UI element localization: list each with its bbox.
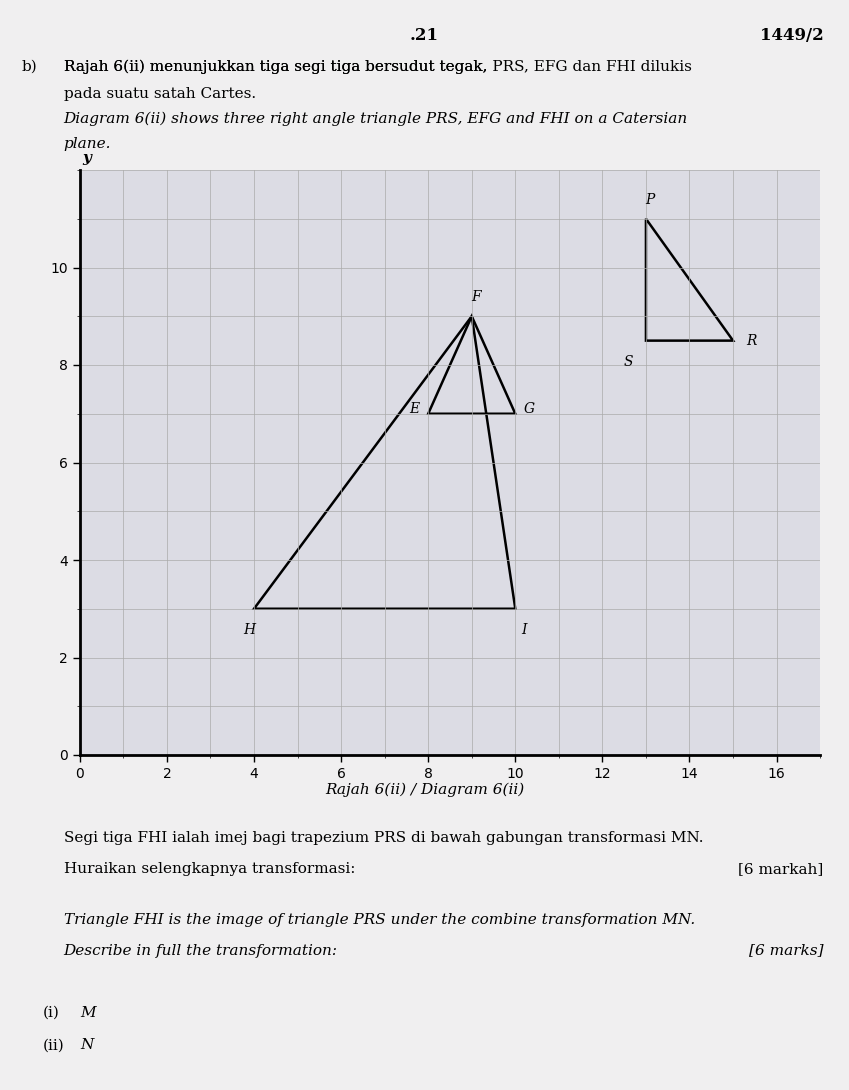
Text: Rajah 6(ii) menunjukkan tiga segi tiga bersudut tegak,: Rajah 6(ii) menunjukkan tiga segi tiga b… (64, 60, 492, 74)
Text: [6 markah]: [6 markah] (739, 862, 824, 876)
Text: b): b) (21, 60, 37, 74)
Text: Rajah 6(ii) menunjukkan tiga segi tiga bersudut tegak, PRS, EFG dan FHI dilukis: Rajah 6(ii) menunjukkan tiga segi tiga b… (64, 60, 692, 74)
Text: y: y (82, 152, 91, 165)
Text: G: G (524, 402, 535, 416)
Text: N: N (81, 1039, 94, 1053)
Text: plane.: plane. (64, 137, 111, 152)
Text: M: M (81, 1006, 96, 1020)
Text: Huraikan selengkapnya transformasi:: Huraikan selengkapnya transformasi: (64, 862, 355, 876)
Text: .21: .21 (410, 27, 439, 45)
Text: P: P (645, 193, 655, 207)
Text: Diagram 6(ii) shows three right angle triangle PRS, EFG and FHI on a Catersian: Diagram 6(ii) shows three right angle tr… (64, 111, 688, 125)
Text: Describe in full the transformation:: Describe in full the transformation: (64, 944, 338, 958)
Text: [6 marks]: [6 marks] (749, 944, 824, 958)
Text: Segi tiga FHI ialah imej bagi trapezium PRS di bawah gabungan transformasi MN.: Segi tiga FHI ialah imej bagi trapezium … (64, 832, 703, 846)
Text: Rajah 6(ii) / Diagram 6(ii): Rajah 6(ii) / Diagram 6(ii) (325, 783, 524, 797)
Text: Triangle FHI is the image of triangle PRS under the combine transformation MN.: Triangle FHI is the image of triangle PR… (64, 913, 695, 928)
Text: F: F (471, 290, 481, 304)
Text: R: R (746, 334, 756, 348)
Text: pada suatu satah Cartes.: pada suatu satah Cartes. (64, 87, 256, 101)
Text: 1449/2: 1449/2 (760, 27, 824, 45)
Text: H: H (244, 623, 256, 638)
Text: I: I (521, 623, 526, 638)
Text: E: E (409, 402, 419, 416)
Text: S: S (623, 355, 633, 370)
Text: (ii): (ii) (42, 1039, 65, 1053)
Text: (i): (i) (42, 1006, 59, 1020)
